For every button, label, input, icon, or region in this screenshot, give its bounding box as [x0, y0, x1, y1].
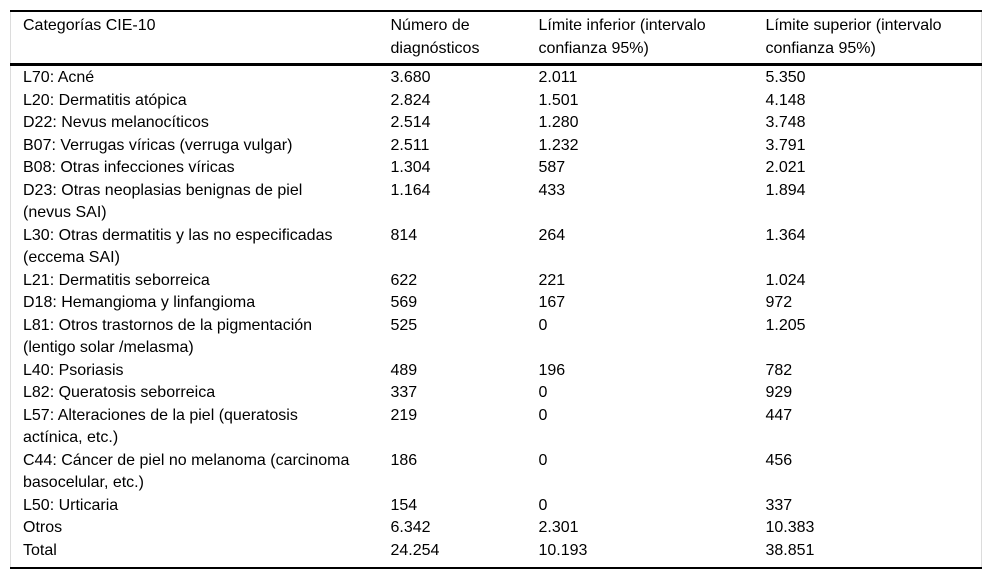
column-header-ci-lower: Límite inferior (intervalo confianza 95%… [538, 11, 766, 66]
ci-lower-cell: 2.011 [538, 69, 578, 86]
diagnoses-table: Categorías CIE-10 Número de diagnósticos… [10, 10, 982, 569]
category-cell: D22: Nevus melanocíticos [23, 114, 209, 131]
table-row: B08: Otras infecciones víricas 1.304 587… [11, 157, 982, 180]
category-cell: Otros [23, 519, 63, 536]
header-row: Categorías CIE-10 Número de diagnósticos… [10, 11, 982, 66]
category-cell: D23: Otras neoplasias benignas de piel (… [23, 181, 303, 222]
ci-lower-cell: 10.193 [538, 541, 588, 559]
ci-upper-cell: 929 [765, 384, 793, 401]
ci-upper-cell: 1.364 [765, 226, 806, 244]
ci-upper-cell: 2.021 [765, 159, 806, 176]
diagnostics-count-cell: 337 [390, 384, 418, 401]
category-cell: L40: Psoriasis [23, 361, 124, 379]
ci-lower-cell: 2.301 [538, 519, 579, 536]
ci-lower-cell: 587 [538, 159, 566, 176]
diagnostics-count-cell: 154 [390, 496, 418, 514]
ci-upper-cell: 1.024 [765, 271, 806, 289]
diagnostics-count-cell: 2.824 [390, 91, 431, 109]
table-row: D18: Hemangioma y linfangioma 569 167 97… [11, 292, 982, 315]
ci-lower-cell: 264 [538, 226, 566, 244]
category-cell: C44: Cáncer de piel no melanoma (carcino… [23, 451, 350, 492]
category-cell: B07: Verrugas víricas (verruga vulgar) [23, 136, 293, 154]
category-cell: L20: Dermatitis atópica [23, 91, 187, 109]
ci-upper-cell: 782 [765, 361, 793, 379]
ci-lower-cell: 196 [538, 361, 566, 379]
diagnostics-count-cell: 2.511 [390, 136, 430, 154]
category-cell: L82: Queratosis seborreica [23, 384, 216, 401]
ci-upper-cell: 447 [765, 406, 793, 424]
table-row: L20: Dermatitis atópica 2.824 1.501 4.14… [11, 90, 982, 113]
diagnostics-count-cell: 219 [390, 406, 418, 424]
column-header-diagnostics-count: Número de diagnósticos [390, 11, 539, 66]
ci-lower-cell: 433 [538, 181, 566, 199]
diagnostics-count-cell: 569 [390, 294, 418, 311]
table-row: L21: Dermatitis seborreica 622 221 1.024 [11, 270, 982, 293]
ci-lower-cell: 0 [538, 406, 548, 424]
diagnostics-count-cell: 622 [390, 271, 418, 289]
ci-upper-cell: 3.748 [765, 114, 806, 131]
table-row: L40: Psoriasis 489 196 782 [11, 360, 982, 383]
category-cell: D18: Hemangioma y linfangioma [23, 294, 256, 311]
diagnostics-count-cell: 24.254 [390, 541, 440, 559]
ci-lower-cell: 221 [538, 271, 566, 289]
category-cell: L70: Acné [23, 69, 95, 86]
ci-upper-cell: 3.791 [765, 136, 806, 154]
diagnostics-count-cell: 525 [390, 316, 418, 334]
category-cell: L50: Urticaria [23, 496, 119, 514]
ci-upper-cell: 972 [765, 294, 793, 311]
table-row: D22: Nevus melanocíticos 2.514 1.280 3.7… [11, 112, 982, 135]
table-row: C44: Cáncer de piel no melanoma (carcino… [11, 450, 982, 495]
diagnoses-table-container: Categorías CIE-10 Número de diagnósticos… [10, 10, 982, 569]
ci-upper-cell: 5.350 [765, 69, 806, 86]
table-header: Categorías CIE-10 Número de diagnósticos… [10, 11, 982, 66]
diagnostics-count-cell: 2.514 [390, 114, 431, 131]
diagnostics-count-cell: 489 [390, 361, 418, 379]
ci-upper-cell: 10.383 [765, 519, 815, 536]
table-row: L70: Acné 3.680 2.011 5.350 [11, 65, 982, 90]
category-cell: L81: Otros trastornos de la pigmentación… [23, 316, 313, 357]
table-row: L81: Otros trastornos de la pigmentación… [11, 315, 982, 360]
ci-lower-cell: 0 [538, 496, 548, 514]
ci-upper-cell: 1.894 [765, 181, 806, 199]
ci-upper-cell: 4.148 [765, 91, 806, 109]
ci-upper-cell: 38.851 [765, 541, 815, 559]
ci-upper-cell: 1.205 [765, 316, 806, 334]
category-cell: L30: Otras dermatitis y las no especific… [23, 226, 333, 267]
table-row: L30: Otras dermatitis y las no especific… [11, 225, 982, 270]
table-row: L57: Alteraciones de la piel (queratosis… [11, 405, 982, 450]
ci-upper-cell: 456 [765, 451, 793, 469]
diagnostics-count-cell: 1.164 [390, 181, 431, 199]
ci-lower-cell: 0 [538, 316, 548, 334]
category-cell: B08: Otras infecciones víricas [23, 159, 235, 176]
category-cell: Total [23, 541, 57, 559]
category-cell: L57: Alteraciones de la piel (queratosis… [23, 406, 298, 447]
category-cell: L21: Dermatitis seborreica [23, 271, 210, 289]
column-header-categories: Categorías CIE-10 [10, 11, 391, 66]
ci-upper-cell: 337 [765, 496, 793, 514]
ci-lower-cell: 167 [538, 294, 566, 311]
table-row: Total 24.254 10.193 38.851 [11, 540, 982, 569]
diagnostics-count-cell: 3.680 [390, 69, 431, 86]
table-row: D23: Otras neoplasias benignas de piel (… [11, 180, 982, 225]
ci-lower-cell: 1.232 [538, 136, 579, 154]
diagnostics-count-cell: 186 [390, 451, 418, 469]
table-row: L50: Urticaria 154 0 337 [11, 495, 982, 518]
diagnostics-count-cell: 814 [390, 226, 418, 244]
ci-lower-cell: 1.501 [538, 91, 579, 109]
table-row: B07: Verrugas víricas (verruga vulgar) 2… [11, 135, 982, 158]
ci-lower-cell: 0 [538, 451, 548, 469]
ci-lower-cell: 0 [538, 384, 548, 401]
ci-lower-cell: 1.280 [538, 114, 579, 131]
table-row: Otros 6.342 2.301 10.383 [11, 517, 982, 540]
diagnostics-count-cell: 1.304 [390, 159, 431, 176]
table-row: L82: Queratosis seborreica 337 0 929 [11, 382, 982, 405]
column-header-ci-upper: Límite superior (intervalo confianza 95%… [765, 11, 982, 66]
table-body: L70: Acné 3.680 2.011 5.350 L20: Dermati… [11, 65, 982, 569]
diagnostics-count-cell: 6.342 [390, 519, 431, 536]
